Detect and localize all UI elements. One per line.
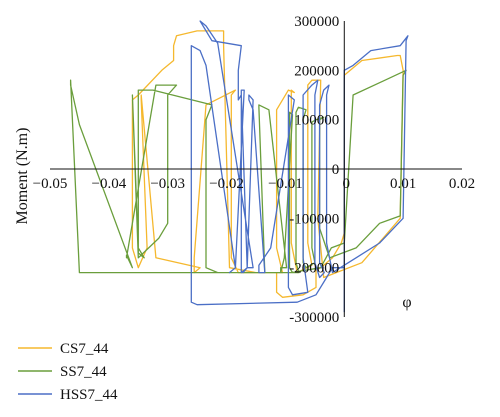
axis-layer bbox=[50, 21, 462, 317]
legend: CS7_44 SS7_44 HSS7_44 bbox=[18, 341, 118, 403]
x-tick-label: −0.01 bbox=[268, 176, 303, 192]
series-line-cs7-44 bbox=[131, 30, 404, 298]
y-tick-label: -200000 bbox=[289, 261, 339, 277]
y-tick-label: 300000 bbox=[294, 14, 339, 30]
x-tick-label: −0.04 bbox=[91, 176, 126, 192]
x-tick-label: 0.01 bbox=[390, 176, 416, 192]
x-tick-label: −0.05 bbox=[33, 176, 68, 192]
x-tick-label: −0.03 bbox=[150, 176, 185, 192]
legend-label: SS7_44 bbox=[60, 364, 107, 380]
y-tick-labels: 300000 200000 100000 0 -100000 -200000 -300000 bbox=[289, 14, 339, 326]
x-axis-title: φ bbox=[402, 294, 411, 311]
x-tick-label: 0.02 bbox=[449, 176, 475, 192]
y-axis-title: Moment (N.m) bbox=[14, 128, 31, 225]
y-tick-label: -300000 bbox=[289, 310, 339, 326]
series-line-hss7-44 bbox=[190, 20, 409, 313]
legend-label: CS7_44 bbox=[60, 341, 109, 357]
legend-label: HSS7_44 bbox=[60, 387, 118, 403]
y-tick-label: 200000 bbox=[294, 63, 339, 79]
y-tick-label: -100000 bbox=[289, 211, 339, 227]
y-tick-label: 0 bbox=[332, 162, 340, 178]
series-layer bbox=[69, 20, 409, 313]
series-line-ss7-44 bbox=[69, 69, 407, 274]
x-tick-label: 0 bbox=[343, 176, 351, 192]
y-tick-label: 100000 bbox=[294, 113, 339, 129]
x-tick-labels: −0.05 −0.04 −0.03 −0.02 −0.01 0 0.01 0.02 bbox=[33, 176, 475, 192]
x-tick-label: −0.02 bbox=[209, 176, 244, 192]
